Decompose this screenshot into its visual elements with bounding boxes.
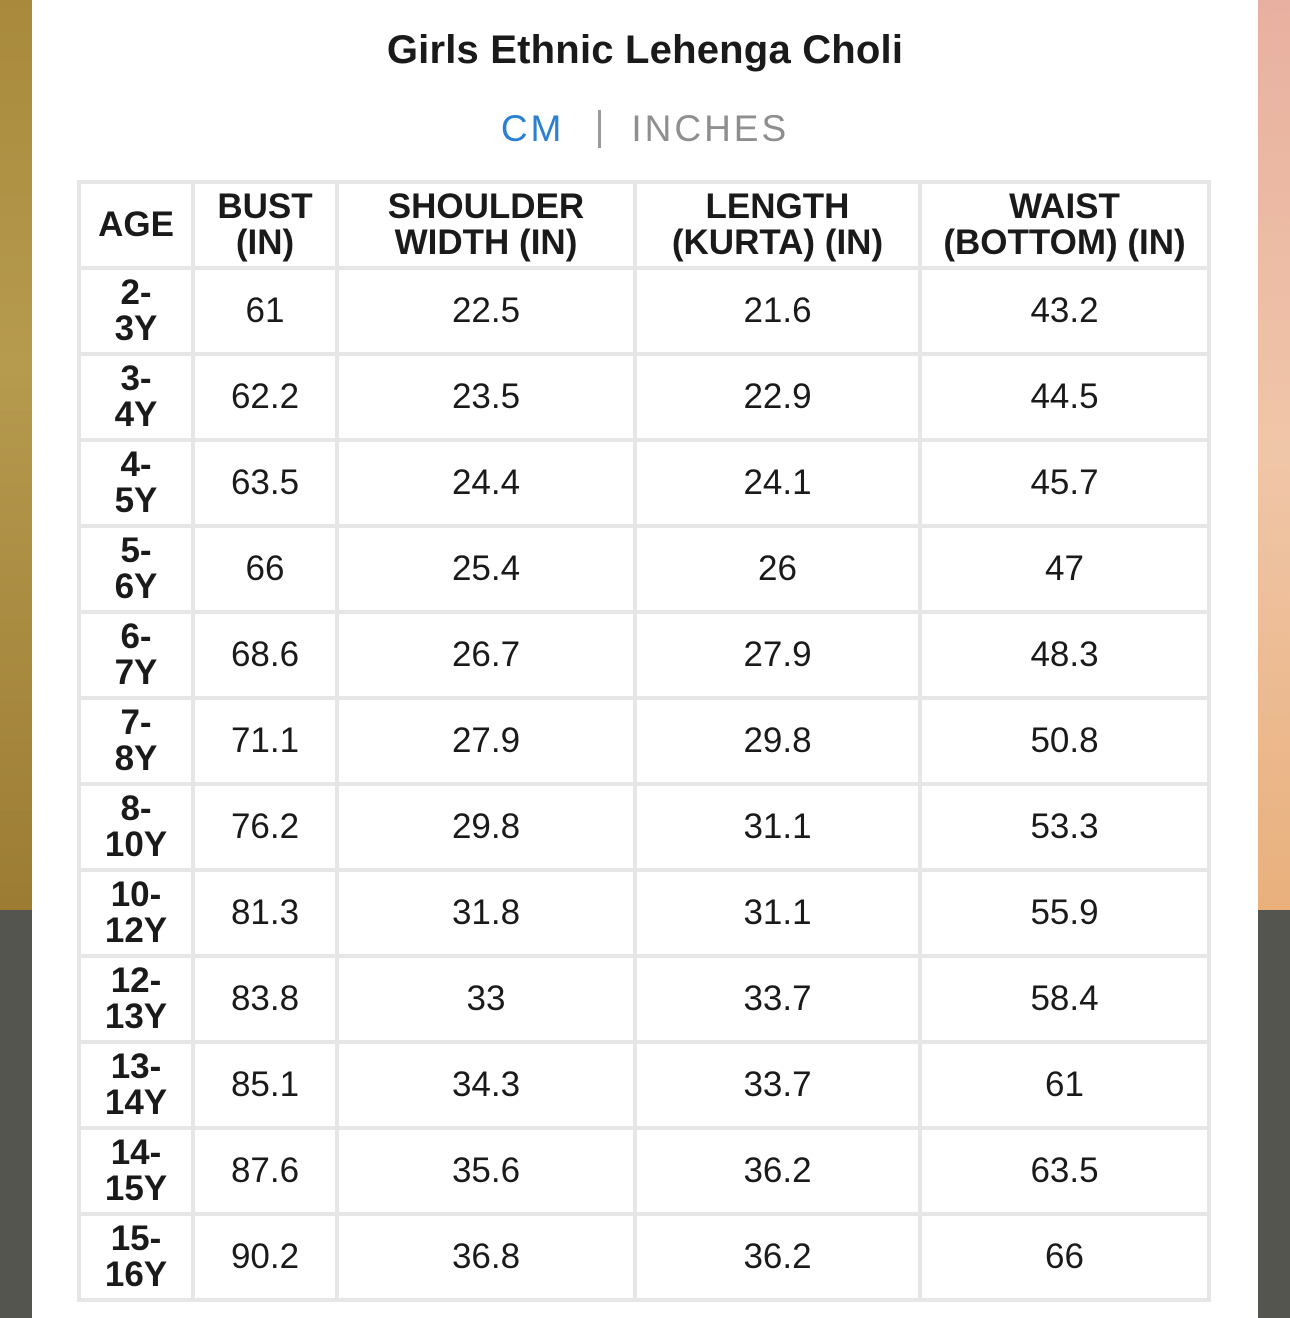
bust-cell: 68.6 bbox=[195, 614, 335, 696]
age-cell: 10- 12Y bbox=[81, 872, 191, 954]
table-header-row: AGE BUST (IN) SHOULDER WIDTH (IN) LENGTH (K… bbox=[81, 184, 1207, 266]
age-cell: 8- 10Y bbox=[81, 786, 191, 868]
waist-cell: 58.4 bbox=[922, 958, 1207, 1040]
bust-cell: 76.2 bbox=[195, 786, 335, 868]
header-waist: WAIST (BOTTOM) (IN) bbox=[922, 184, 1207, 266]
length-cell: 21.6 bbox=[637, 270, 918, 352]
size-chart-title: Girls Ethnic Lehenga Choli bbox=[386, 28, 904, 72]
table-row: 15- 16Y 90.2 36.8 36.2 66 bbox=[81, 1216, 1207, 1298]
size-chart-panel: Girls Ethnic Lehenga Choli CM INCHES AGE… bbox=[32, 0, 1258, 1318]
age-cell: 15- 16Y bbox=[81, 1216, 191, 1298]
table-row: 13- 14Y 85.1 34.3 33.7 61 bbox=[81, 1044, 1207, 1126]
age-cell: 14- 15Y bbox=[81, 1130, 191, 1212]
table-row: 4- 5Y 63.5 24.4 24.1 45.7 bbox=[81, 442, 1207, 524]
shoulder-cell: 35.6 bbox=[339, 1130, 633, 1212]
header-bust: BUST (IN) bbox=[195, 184, 335, 266]
unit-toggle: CM INCHES bbox=[32, 108, 1258, 150]
table-row: 8- 10Y 76.2 29.8 31.1 53.3 bbox=[81, 786, 1207, 868]
bust-cell: 90.2 bbox=[195, 1216, 335, 1298]
shoulder-cell: 36.8 bbox=[339, 1216, 633, 1298]
length-cell: 36.2 bbox=[637, 1130, 918, 1212]
length-cell: 33.7 bbox=[637, 1044, 918, 1126]
bust-cell: 87.6 bbox=[195, 1130, 335, 1212]
length-cell: 24.1 bbox=[637, 442, 918, 524]
waist-cell: 63.5 bbox=[922, 1130, 1207, 1212]
table-row: 10- 12Y 81.3 31.8 31.1 55.9 bbox=[81, 872, 1207, 954]
waist-cell: 53.3 bbox=[922, 786, 1207, 868]
bust-cell: 83.8 bbox=[195, 958, 335, 1040]
length-cell: 31.1 bbox=[637, 872, 918, 954]
waist-cell: 47 bbox=[922, 528, 1207, 610]
age-cell: 12- 13Y bbox=[81, 958, 191, 1040]
age-cell: 4- 5Y bbox=[81, 442, 191, 524]
table-row: 5- 6Y 66 25.4 26 47 bbox=[81, 528, 1207, 610]
waist-cell: 66 bbox=[922, 1216, 1207, 1298]
length-cell: 36.2 bbox=[637, 1216, 918, 1298]
waist-cell: 50.8 bbox=[922, 700, 1207, 782]
unit-cm-tab[interactable]: CM bbox=[500, 108, 565, 149]
age-cell: 7- 8Y bbox=[81, 700, 191, 782]
table-row: 12- 13Y 83.8 33 33.7 58.4 bbox=[81, 958, 1207, 1040]
bust-cell: 71.1 bbox=[195, 700, 335, 782]
shoulder-cell: 22.5 bbox=[339, 270, 633, 352]
bust-cell: 63.5 bbox=[195, 442, 335, 524]
length-cell: 27.9 bbox=[637, 614, 918, 696]
header-shoulder-width: SHOULDER WIDTH (IN) bbox=[339, 184, 633, 266]
age-cell: 13- 14Y bbox=[81, 1044, 191, 1126]
waist-cell: 45.7 bbox=[922, 442, 1207, 524]
shoulder-cell: 26.7 bbox=[339, 614, 633, 696]
age-cell: 3- 4Y bbox=[81, 356, 191, 438]
unit-divider bbox=[598, 110, 602, 148]
header-length: LENGTH (KURTA) (IN) bbox=[637, 184, 918, 266]
waist-cell: 61 bbox=[922, 1044, 1207, 1126]
shoulder-cell: 23.5 bbox=[339, 356, 633, 438]
waist-cell: 48.3 bbox=[922, 614, 1207, 696]
bust-cell: 85.1 bbox=[195, 1044, 335, 1126]
shoulder-cell: 24.4 bbox=[339, 442, 633, 524]
shoulder-cell: 33 bbox=[339, 958, 633, 1040]
shoulder-cell: 31.8 bbox=[339, 872, 633, 954]
bust-cell: 66 bbox=[195, 528, 335, 610]
waist-cell: 55.9 bbox=[922, 872, 1207, 954]
shoulder-cell: 27.9 bbox=[339, 700, 633, 782]
bust-cell: 62.2 bbox=[195, 356, 335, 438]
table-row: 7- 8Y 71.1 27.9 29.8 50.8 bbox=[81, 700, 1207, 782]
length-cell: 33.7 bbox=[637, 958, 918, 1040]
table-row: 6- 7Y 68.6 26.7 27.9 48.3 bbox=[81, 614, 1207, 696]
bust-cell: 81.3 bbox=[195, 872, 335, 954]
table-row: 3- 4Y 62.2 23.5 22.9 44.5 bbox=[81, 356, 1207, 438]
unit-inches-tab[interactable]: INCHES bbox=[631, 108, 790, 149]
size-table: AGE BUST (IN) SHOULDER WIDTH (IN) LENGTH (K… bbox=[77, 180, 1211, 1302]
length-cell: 31.1 bbox=[637, 786, 918, 868]
table-row: 2- 3Y 61 22.5 21.6 43.2 bbox=[81, 270, 1207, 352]
header-age: AGE bbox=[81, 184, 191, 266]
length-cell: 22.9 bbox=[637, 356, 918, 438]
age-cell: 2- 3Y bbox=[81, 270, 191, 352]
shoulder-cell: 29.8 bbox=[339, 786, 633, 868]
shoulder-cell: 34.3 bbox=[339, 1044, 633, 1126]
age-cell: 5- 6Y bbox=[81, 528, 191, 610]
age-cell: 6- 7Y bbox=[81, 614, 191, 696]
length-cell: 26 bbox=[637, 528, 918, 610]
length-cell: 29.8 bbox=[637, 700, 918, 782]
table-row: 14- 15Y 87.6 35.6 36.2 63.5 bbox=[81, 1130, 1207, 1212]
bust-cell: 61 bbox=[195, 270, 335, 352]
shoulder-cell: 25.4 bbox=[339, 528, 633, 610]
waist-cell: 44.5 bbox=[922, 356, 1207, 438]
waist-cell: 43.2 bbox=[922, 270, 1207, 352]
